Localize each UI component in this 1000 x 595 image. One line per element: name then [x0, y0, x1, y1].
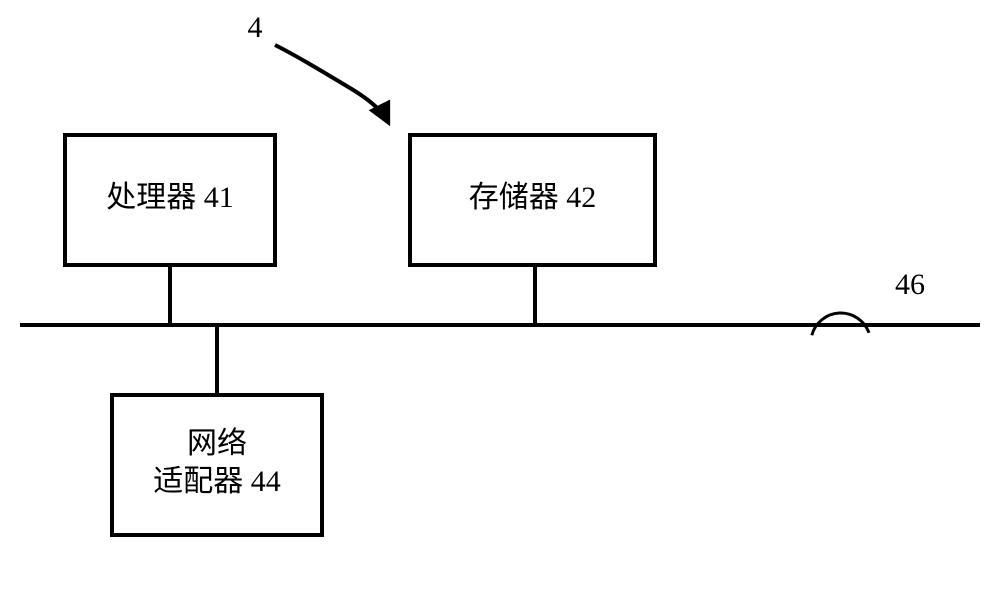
processor-text: 处理器 41	[106, 181, 234, 214]
adapter-text-line1: 网络	[187, 427, 247, 460]
memory-text: 存储器 42	[469, 181, 597, 214]
bus-ref-label: 46	[895, 268, 925, 301]
overall-ref-arrow	[275, 45, 388, 122]
overall-ref-label: 4	[248, 11, 263, 44]
adapter-text-line2: 适配器 44	[153, 465, 281, 498]
